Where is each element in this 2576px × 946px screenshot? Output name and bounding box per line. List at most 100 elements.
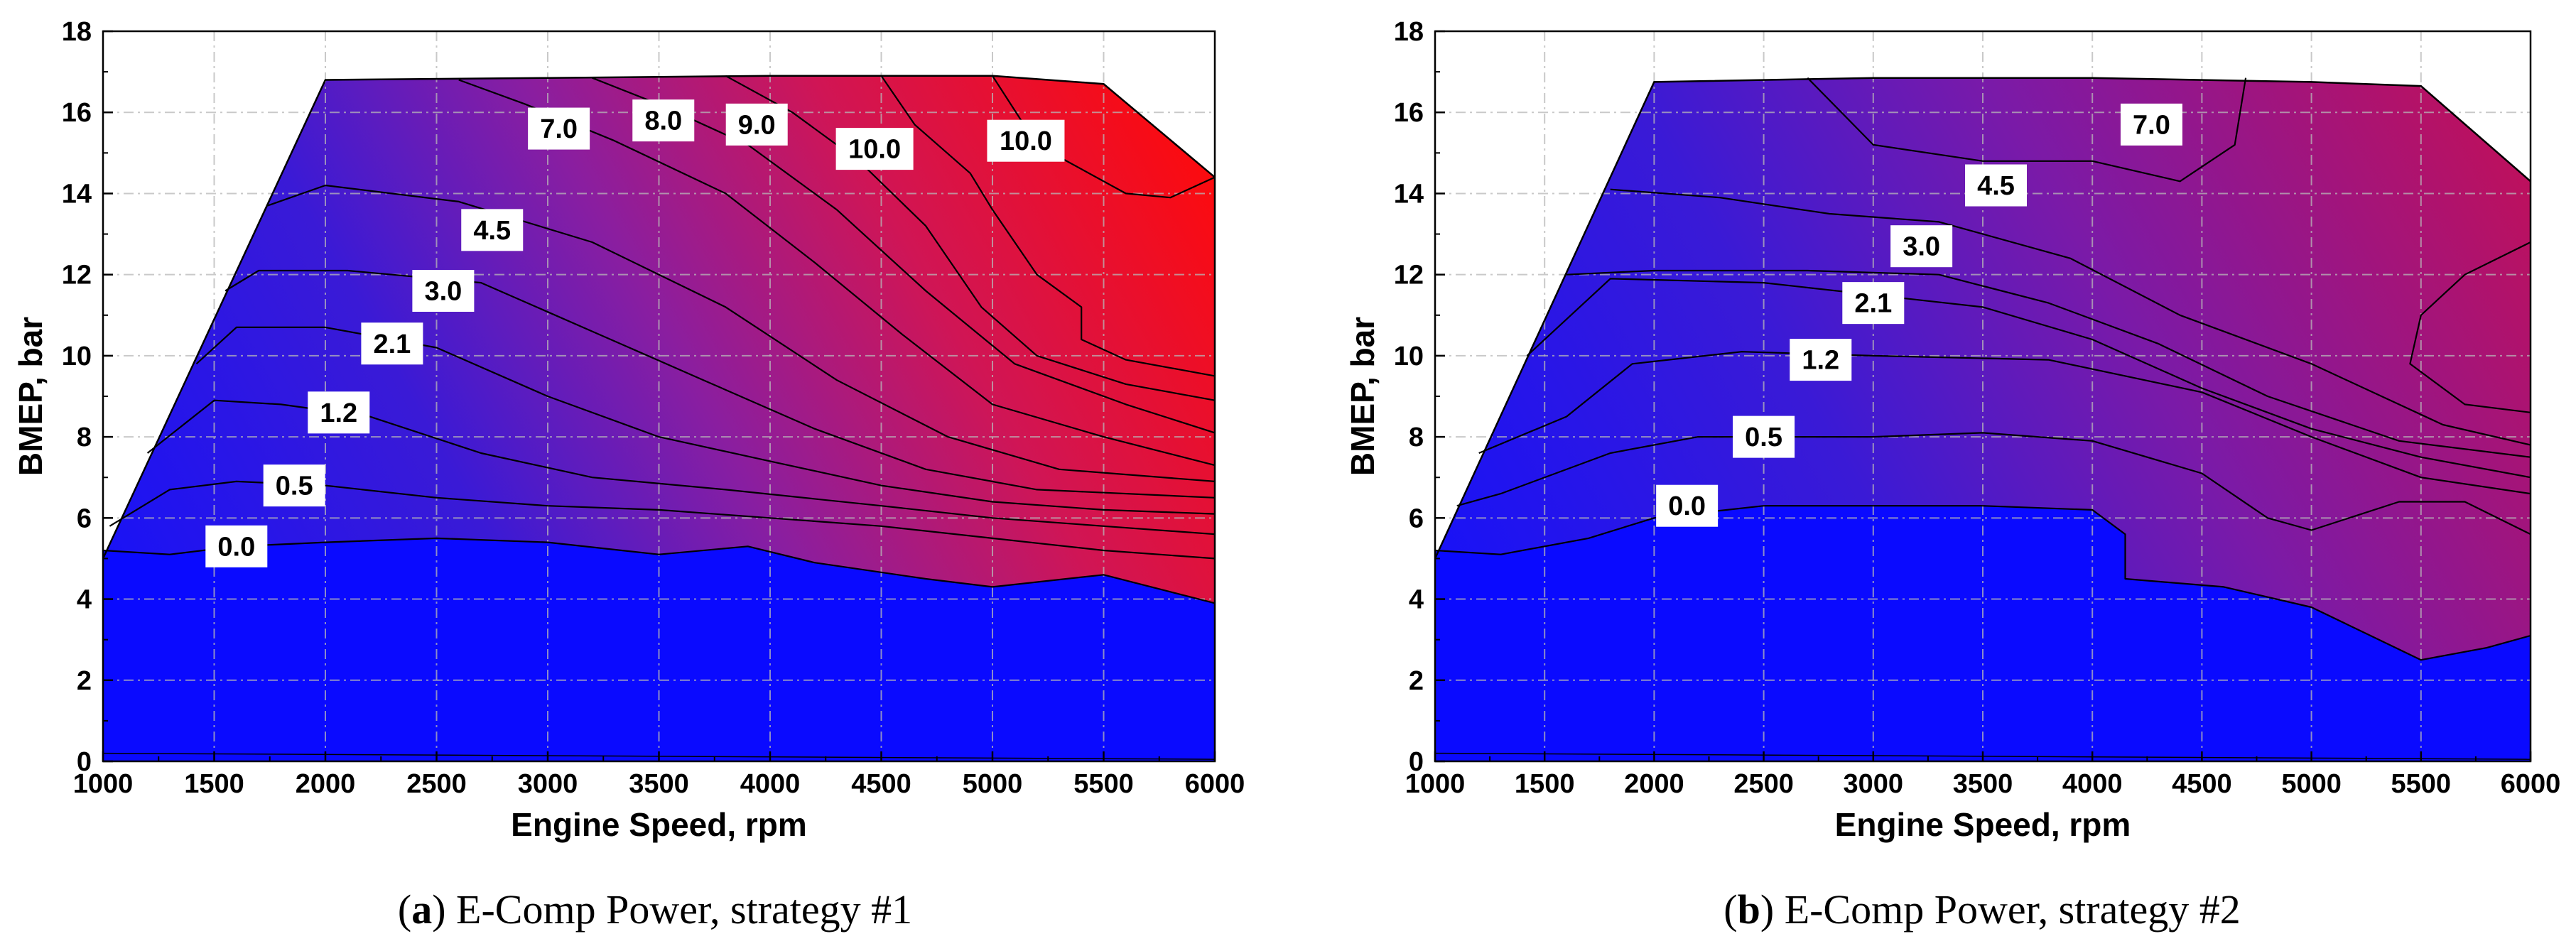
contour-label-box [528,107,590,150]
contour-label-text: 1.2 [320,398,357,428]
contour-label-text: 0.0 [1668,491,1706,521]
contour-label-box [725,103,788,146]
contour-label-box [1733,415,1795,458]
x-tick-label: 5000 [963,769,1023,799]
contour-label: 1.2 [308,391,370,434]
contour-label-text: 8.0 [644,107,682,136]
contour-line-7.0 [1807,77,2247,183]
contour-label-text: 1.2 [1802,346,1839,376]
contour-label-box [1890,225,1953,268]
y-axis-title: BMEP, bar [12,317,49,476]
y-tick-label: 2 [77,666,92,696]
contour-label-text: 4.5 [1977,171,2015,201]
x-tick-label: 2000 [296,769,356,799]
y-tick-label: 4 [1409,585,1424,615]
contour-label-text: 3.0 [424,277,462,307]
x-tick-label: 3500 [629,769,689,799]
contour-label: 0.0 [205,525,268,567]
contour-label-box [308,391,370,434]
contour-line-3.0 [1566,269,2531,458]
contour-label: 4.5 [461,209,524,251]
contour-label-text: 0.5 [1745,423,1782,452]
contour-line-1.2 [1478,351,2531,495]
contour-label-box [987,119,1065,162]
y-tick-label: 10 [1394,342,1424,371]
contour-label-box [1965,164,2028,207]
panel-caption: (b) E-Comp Power, strategy #2 [1723,886,2240,933]
contour-label-text: 0.0 [217,532,255,562]
y-tick-label: 18 [1394,17,1424,47]
contour-label: 0.5 [263,464,325,507]
contour-label-box [1656,484,1719,527]
y-tick-label: 10 [62,342,92,371]
y-axis: 0 2 4 6 8 10 12 14 16 18 [1394,17,1445,777]
contour-line-3.0 [224,269,1216,499]
contour-label-box [412,270,475,312]
contour-label-box [361,322,423,365]
contour-label: 4.5 [1965,164,2028,207]
y-tick-label: 18 [62,17,92,47]
contour-label: 0.5 [1733,415,1795,458]
y-tick-label: 8 [1409,423,1424,452]
contour-label: 2.1 [361,322,423,365]
contour-label-text: 7.0 [2133,110,2170,140]
x-tick-label: 2500 [1733,769,1794,799]
contour-label: 10.0 [835,128,914,170]
x-tick-label: 5500 [2391,769,2452,799]
contour-label-text: 9.0 [738,110,776,140]
x-tick-label: 1500 [184,769,244,799]
x-tick-label: 3000 [1844,769,1904,799]
y-tick-label: 16 [62,98,92,128]
x-axis-title: Engine Speed, rpm [1835,806,2131,843]
x-tick-label: 6000 [2501,769,2561,799]
y-tick-label: 14 [1394,179,1424,209]
contour-label: 7.0 [528,107,590,150]
x-tick-label: 3000 [518,769,578,799]
contour-label: 8.0 [632,99,695,142]
x-tick-label: 4500 [851,769,911,799]
contour-label-text: 3.0 [1903,232,1940,262]
x-tick-label: 3500 [1953,769,2013,799]
contour-line-0.5 [109,480,1216,560]
y-tick-label: 0 [1409,747,1424,777]
contour-line-4.5 [1610,188,2531,446]
contour-line-10.0 [880,75,1216,377]
y-tick-label: 12 [1394,261,1424,290]
contour-label: 2.1 [1842,282,1905,325]
y-tick-label: 12 [62,261,92,290]
y-tick-label: 14 [62,179,92,209]
contour-line-0.0 [1434,505,2531,661]
contour-line-1.2 [146,399,1216,535]
x-tick-label: 1000 [1405,769,1466,799]
contour-line-2.1 [195,326,1216,515]
contour-label-text: 7.0 [540,114,578,144]
x-axis: 1000 1500 2000 2500 3000 3500 4000 4500 5000 5500… [1405,751,2561,799]
contour-label: 10.0 [987,119,1065,162]
x-tick-label: 1500 [1515,769,1575,799]
contour-label: 3.0 [412,270,475,312]
x-axis: 1000 1500 2000 2500 3000 3500 4000 4500 5000 5500… [73,751,1245,799]
contour-label-text: 10.0 [848,135,901,165]
x-tick-label: 6000 [1185,769,1245,799]
contour-label: 0.0 [1656,484,1719,527]
contour-label-box [263,464,325,507]
chart-panel-a: 1000 1500 2000 2500 3000 3500 4000 4500 5000 5500… [12,17,1245,933]
panel-caption: (a) E-Comp Power, strategy #1 [398,886,912,933]
y-tick-label: 2 [1409,666,1424,696]
contour-label-box [2120,103,2182,146]
contour-label-box [461,209,524,251]
x-tick-label: 2500 [406,769,467,799]
full-load-boundary [102,75,1216,559]
contour-label-text: 2.1 [373,330,411,359]
contour-line-0.5 [1456,432,2531,535]
full-load-boundary [1434,77,2531,559]
x-tick-label: 1000 [73,769,134,799]
contour-line-7.0 [2409,241,2531,413]
x-tick-label: 5500 [1073,769,1134,799]
x-axis-title: Engine Speed, rpm [511,806,807,843]
x-tick-label: 4000 [740,769,801,799]
contour-label: 7.0 [2120,103,2182,146]
contour-line-2.1 [1526,278,2531,479]
contour-label-box [205,525,268,567]
contour-line-4.5 [267,184,1216,482]
